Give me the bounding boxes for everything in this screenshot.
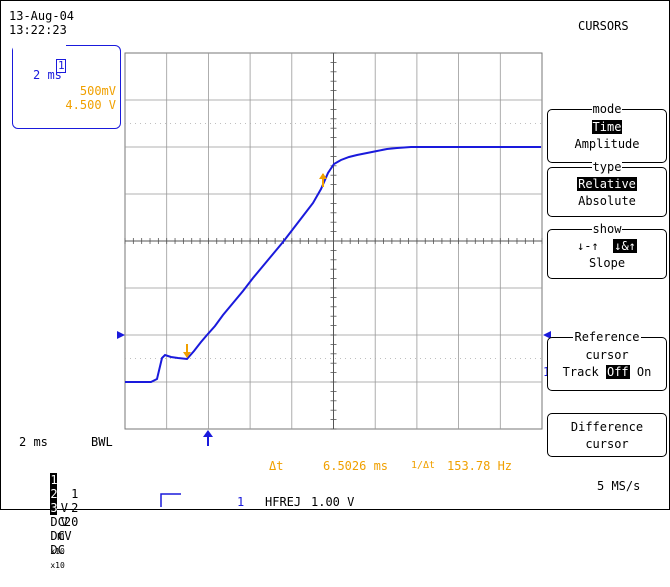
- show-option-slope[interactable]: Slope: [588, 256, 626, 270]
- type-option-absolute[interactable]: Absolute: [578, 194, 636, 208]
- channel-1-tag: 1: [13, 44, 67, 87]
- channel-1-trace: [125, 146, 541, 383]
- type-menu[interactable]: type Relative Absolute: [547, 160, 667, 217]
- sample-rate: 5 MS/s: [597, 479, 641, 493]
- cursor-reference-marker[interactable]: [183, 344, 191, 358]
- show-menu-title: show: [591, 222, 623, 236]
- menu-title: CURSORS: [578, 19, 629, 33]
- difference-cursor-menu[interactable]: Difference cursor: [547, 413, 667, 457]
- delta-t-value: 6.5026 ms: [323, 459, 389, 473]
- track-off-option[interactable]: Off: [605, 365, 630, 379]
- difference-cursor-label: cursor: [585, 437, 629, 451]
- status-timebase: 2 ms: [19, 435, 48, 449]
- time-readout: 13:22:23: [9, 23, 67, 37]
- frequency-label: 1/Δt: [411, 460, 436, 471]
- channel-1-ground-marker: 1: [543, 365, 550, 379]
- channel-1-info-box[interactable]: 1 2 ms 500mV 4.500 V: [12, 44, 121, 129]
- reference-cursor-menu[interactable]: Reference cursor Track Off On: [547, 330, 667, 391]
- delta-t-label: Δt: [269, 459, 284, 473]
- mode-menu-title: mode: [591, 102, 623, 116]
- show-option-both[interactable]: ↓&↑: [613, 239, 637, 253]
- channel-offset: 4.500 V: [65, 98, 116, 112]
- trigger-edge-icon: [160, 493, 181, 507]
- show-menu[interactable]: show ↓-↑ ↓&↑ Slope: [547, 222, 667, 279]
- track-label: Track: [562, 365, 599, 379]
- waveform-display: [117, 52, 551, 507]
- mode-option-time[interactable]: Time: [591, 120, 623, 134]
- frequency-value: 153.78 Hz: [447, 459, 513, 473]
- channel-volts-div: 500mV: [79, 84, 116, 98]
- type-option-relative[interactable]: Relative: [577, 177, 637, 191]
- trigger-mode: HFREJ: [265, 495, 302, 509]
- oscilloscope-screen: 13-Aug-04 13:22:23 CURSORS 1 2 ms 500mV …: [0, 0, 670, 570]
- trigger-position-arrow[interactable]: [203, 430, 213, 446]
- left-level-marker[interactable]: [117, 331, 125, 339]
- reference-cursor-label: cursor: [585, 348, 629, 362]
- channel-timebase: 2 ms: [33, 68, 62, 82]
- mode-menu[interactable]: mode Time Amplitude: [547, 102, 667, 163]
- reference-menu-title: Reference: [573, 330, 641, 344]
- type-menu-title: type: [591, 160, 623, 174]
- difference-label: Difference: [570, 420, 644, 434]
- cursor-difference-marker[interactable]: [319, 173, 327, 187]
- show-option-single[interactable]: ↓-↑: [577, 239, 599, 253]
- trigger-channel: 1: [237, 495, 245, 509]
- track-on-option[interactable]: On: [636, 365, 652, 379]
- trigger-level: 1.00 V: [311, 495, 355, 509]
- status-bwl: BWL: [91, 435, 113, 449]
- channel-status-row[interactable]: 3 20 mV DC x10: [50, 501, 79, 570]
- date-readout: 13-Aug-04: [9, 9, 75, 23]
- mode-option-amplitude[interactable]: Amplitude: [574, 137, 640, 151]
- graticule: [124, 52, 543, 430]
